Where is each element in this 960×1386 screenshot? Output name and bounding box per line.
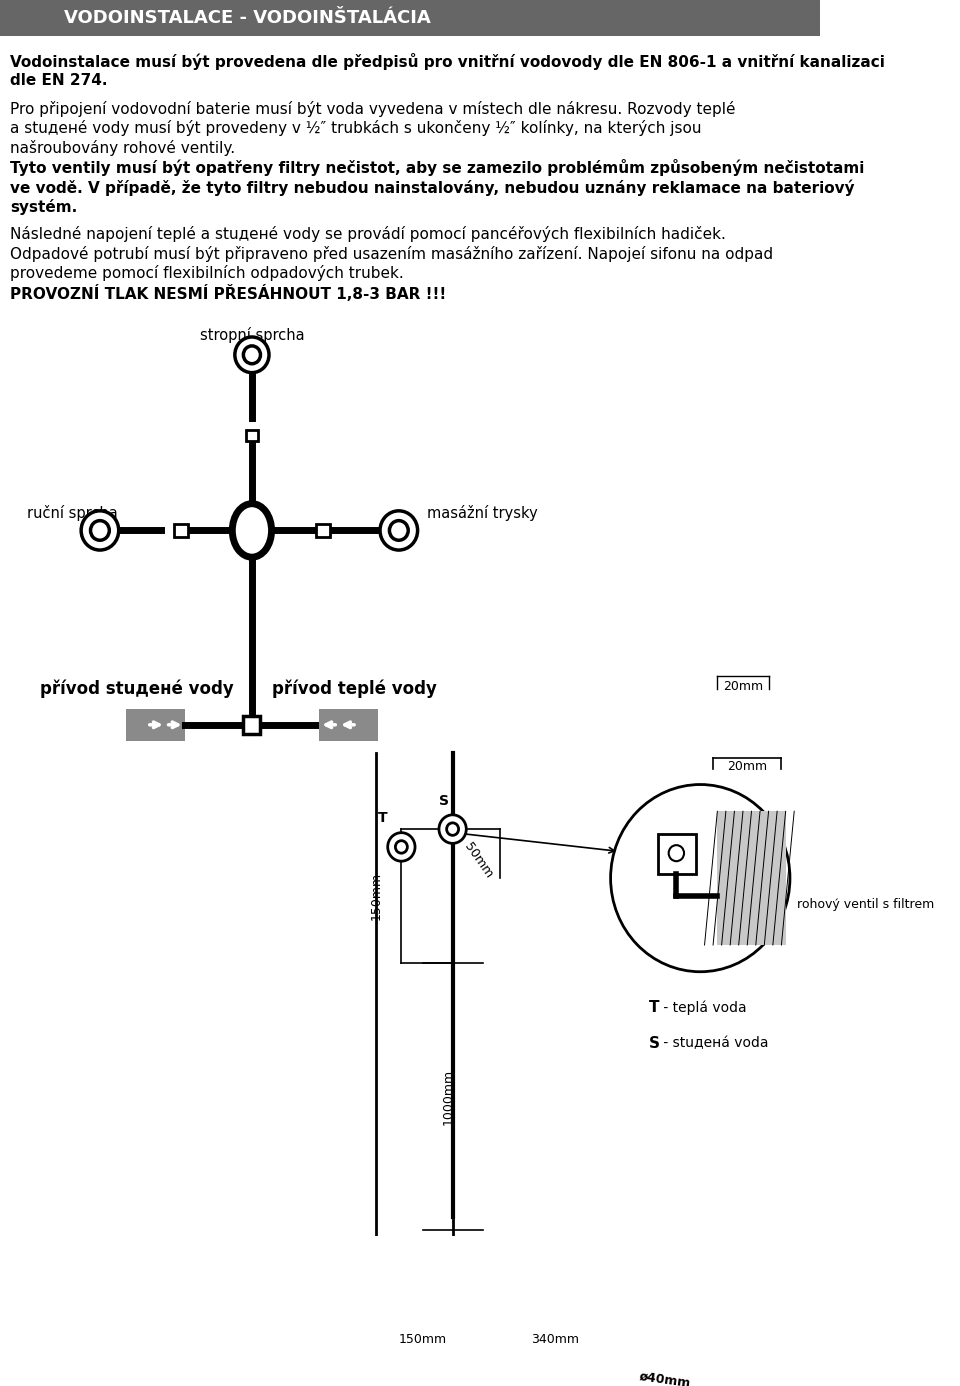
Circle shape	[244, 346, 260, 363]
Text: dle EN 274.: dle EN 274.	[11, 73, 108, 89]
Circle shape	[439, 815, 467, 843]
Text: 50mm: 50mm	[462, 840, 495, 880]
Text: Tyto ventily musí být opatřeny filtry nečistot, aby se zamezilo problémům způsob: Tyto ventily musí být opatřeny filtry ne…	[11, 159, 865, 176]
Bar	[717, 811, 785, 945]
Text: - teplá voda: - teplá voda	[660, 1001, 747, 1015]
Circle shape	[396, 841, 407, 854]
Text: 340mm: 340mm	[531, 1333, 579, 1346]
Text: VODOINSTALACE - VODOINŠTALÁCIA: VODOINSTALACE - VODOINŠTALÁCIA	[64, 8, 431, 26]
Text: 1000mm: 1000mm	[442, 1069, 455, 1124]
Text: Odpadové potrubí musí být připraveno před usazením masážního zařízení. Napojeí s: Odpadové potrubí musí být připraveno pře…	[11, 245, 774, 262]
Text: Vodoinstalace musí být provedena dle předpisů pro vnitřní vodovody dle EN 806-1 : Vodoinstalace musí být provedena dle pře…	[11, 54, 885, 71]
Text: T: T	[378, 811, 388, 826]
Text: S: S	[649, 1035, 660, 1051]
Bar	[244, 717, 260, 733]
Text: masážní trysky: masážní trysky	[427, 506, 538, 521]
Text: 20mm: 20mm	[727, 760, 767, 773]
Circle shape	[82, 511, 119, 550]
Text: a stuденé vody musí být provedeny v ½″ trubkách s ukončeny ½″ kolínky, na kterýc: a stuденé vody musí být provedeny v ½″ t…	[11, 121, 702, 136]
Bar	[126, 708, 185, 742]
Circle shape	[446, 823, 459, 836]
Circle shape	[615, 1346, 631, 1361]
Ellipse shape	[232, 503, 272, 557]
Text: 20mm: 20mm	[723, 681, 763, 693]
Text: 150mm: 150mm	[370, 872, 382, 920]
Text: - stuденá voda: - stuденá voda	[660, 1037, 769, 1051]
Circle shape	[235, 337, 269, 373]
Bar	[0, 0, 820, 36]
Text: rohový ventil s filtrem: rohový ventil s filtrem	[797, 898, 934, 912]
Circle shape	[380, 511, 418, 550]
Text: provedeme pomocí flexibilních odpadových trubek.: provedeme pomocí flexibilních odpadových…	[11, 265, 404, 281]
Bar	[246, 430, 258, 441]
Text: ve vodě. V případě, že tyto filtry nebudou nainstalovány, nebudou uznány reklama: ve vodě. V případě, že tyto filtry nebud…	[11, 179, 854, 195]
Text: PROVOZNÍ TLAK NESMÍ PŘESÁHNOUT 1,8-3 BAR !!!: PROVOZNÍ TLAK NESMÍ PŘESÁHNOUT 1,8-3 BAR…	[11, 286, 446, 302]
Bar	[319, 708, 378, 742]
Circle shape	[390, 521, 408, 541]
Text: přívod teplé vody: přívod teplé vody	[272, 681, 437, 699]
Circle shape	[388, 833, 415, 861]
Text: našroubovány rohové ventily.: našroubovány rohové ventily.	[11, 140, 235, 155]
Text: systém.: systém.	[11, 198, 78, 215]
Text: S: S	[439, 794, 449, 808]
Circle shape	[90, 521, 109, 541]
Text: Pro připojení vodovodní baterie musí být voda vyvedena v místech dle nákresu. Ro: Pro připojení vodovodní baterie musí být…	[11, 101, 735, 116]
Text: Následné napojení teplé a stuденé vody se provádí pomocí pancéřových flexibilníc: Následné napojení teplé a stuденé vody s…	[11, 226, 726, 243]
Text: ruční sprcha: ruční sprcha	[27, 506, 118, 521]
Bar	[316, 524, 329, 536]
Text: T: T	[649, 999, 660, 1015]
Circle shape	[669, 845, 684, 861]
Text: ø40mm
odpad: ø40mm odpad	[636, 1369, 691, 1386]
Bar	[658, 833, 696, 873]
Text: 150mm: 150mm	[398, 1333, 446, 1346]
Circle shape	[611, 784, 790, 972]
Text: stropní sprcha: stropní sprcha	[200, 327, 304, 344]
Text: přívod stuденé vody: přívod stuденé vody	[39, 681, 233, 699]
Bar	[174, 524, 188, 536]
